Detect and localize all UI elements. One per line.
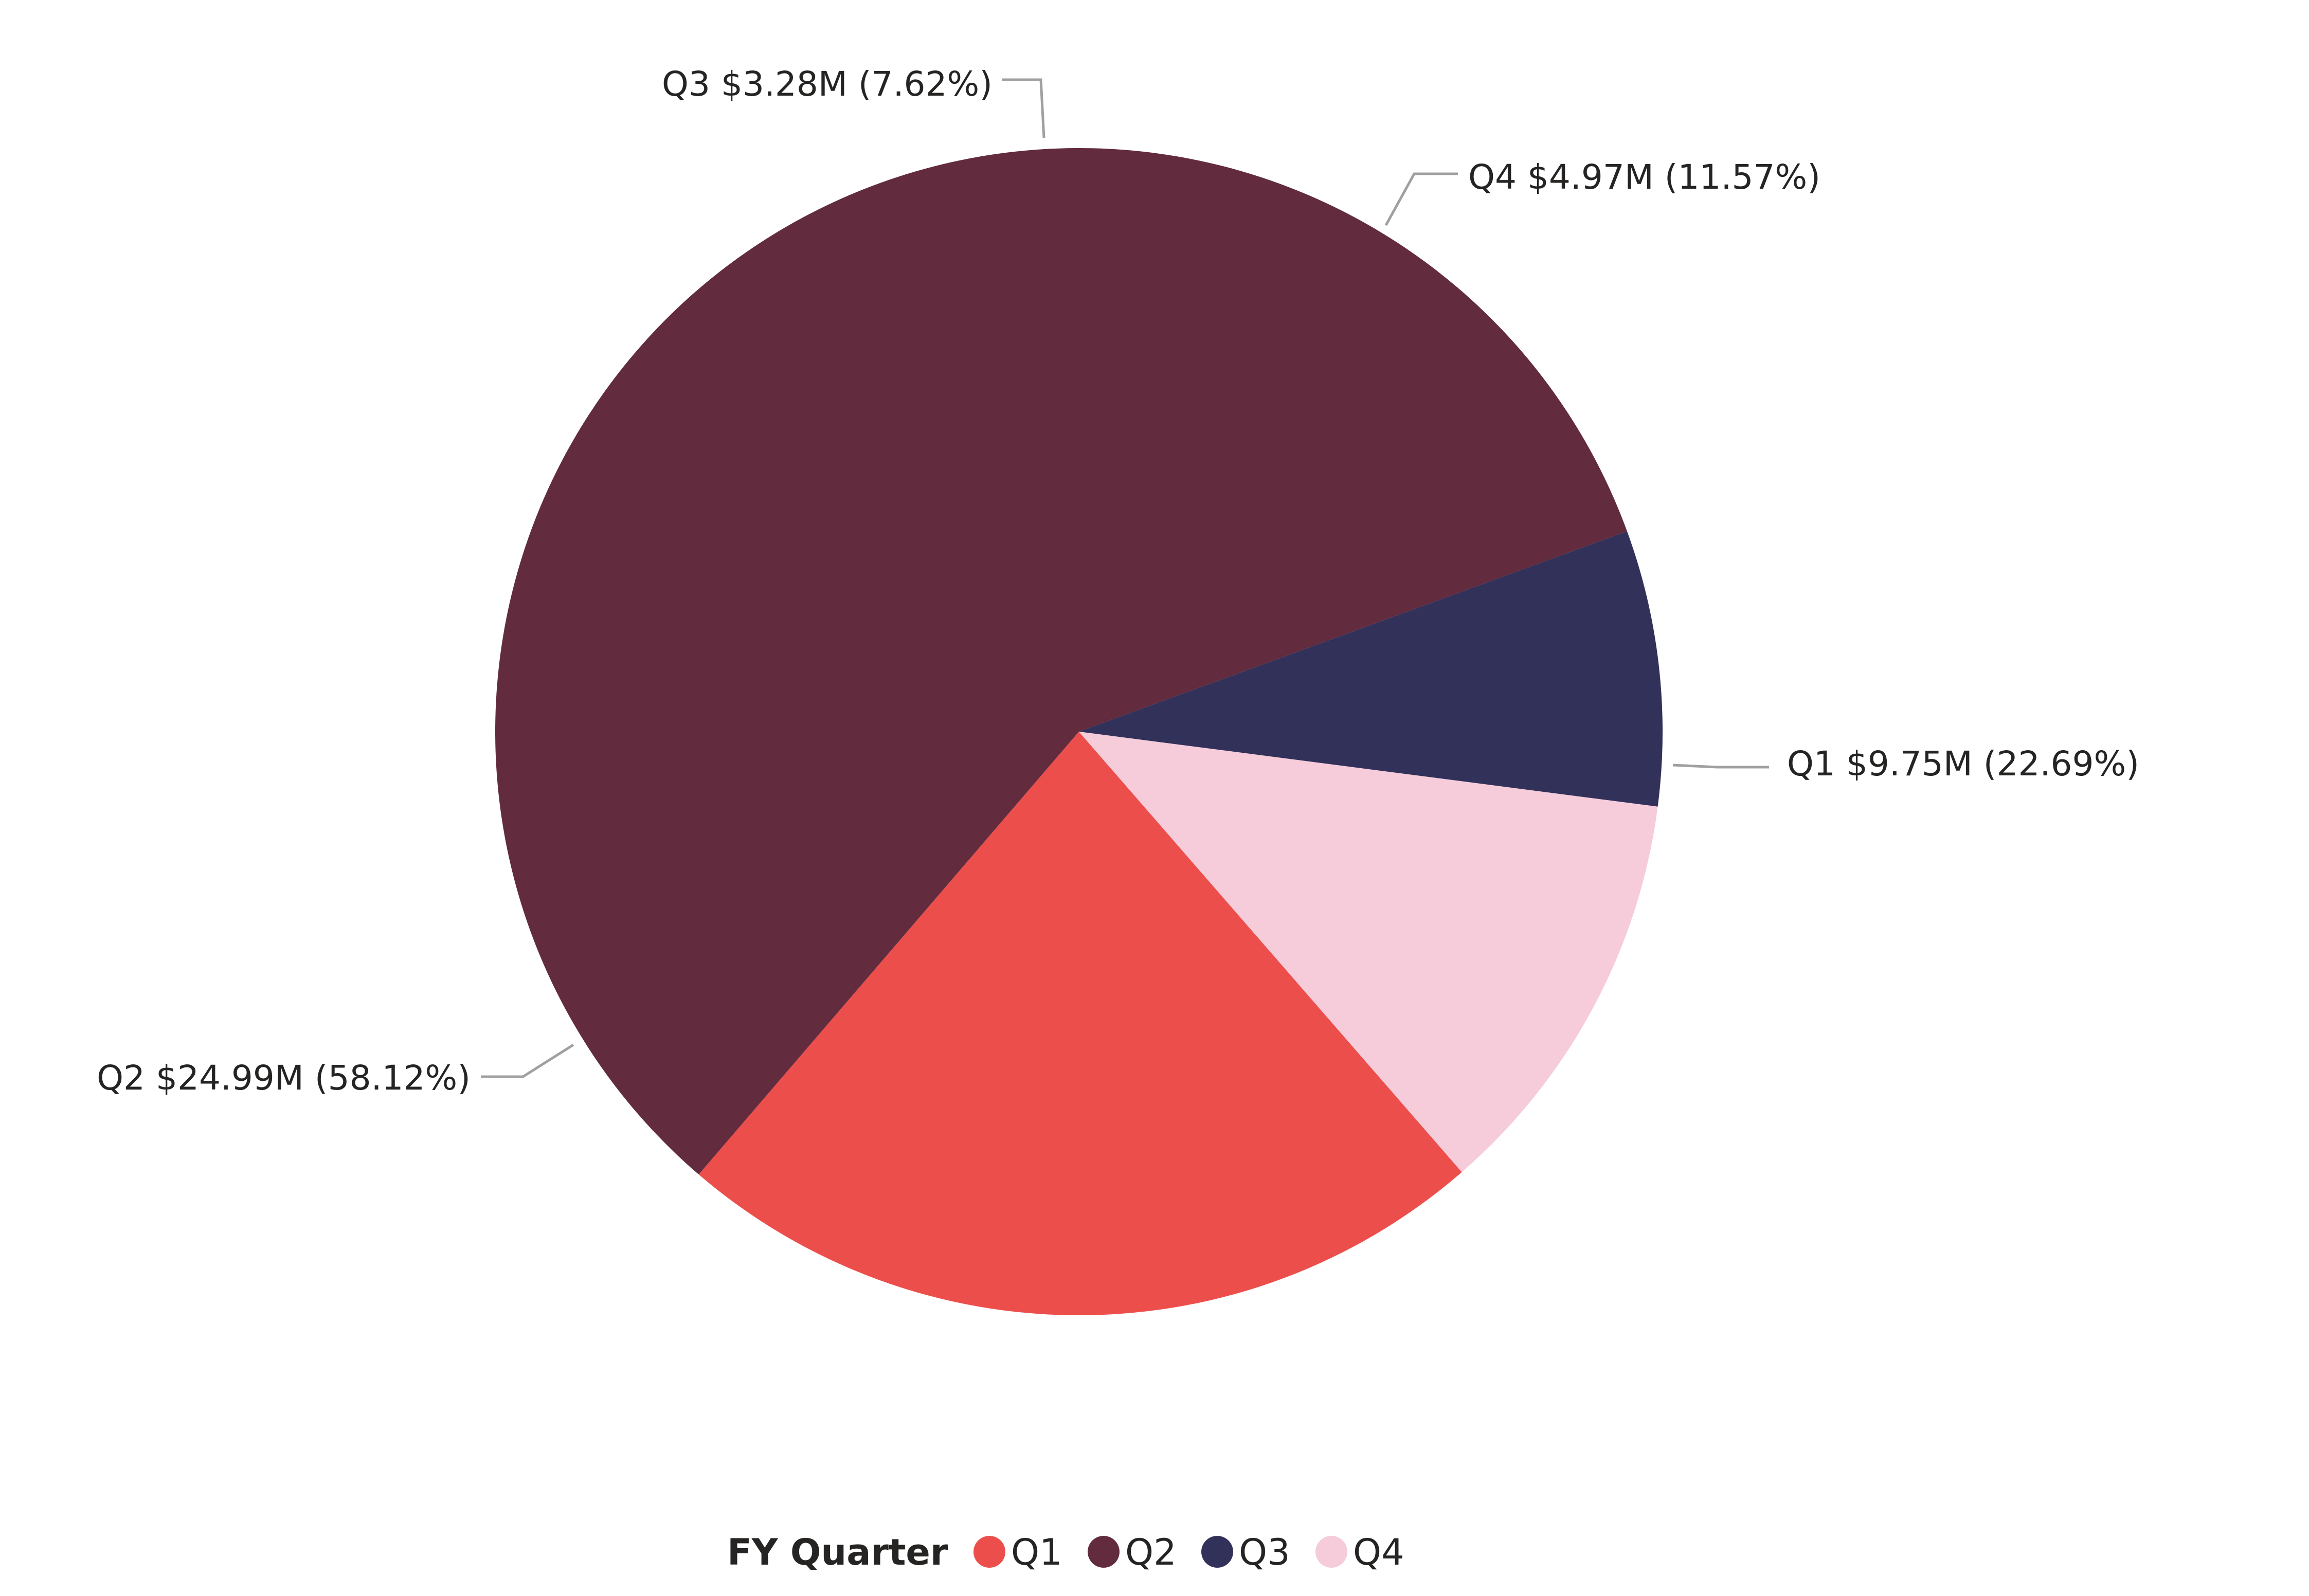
leader-lines — [481, 78, 1769, 1078]
leader-line-q4 — [1384, 172, 1458, 226]
leader-line-q2 — [481, 1043, 574, 1078]
pie-slices — [495, 148, 1663, 1316]
legend-marker-q3[interactable] — [1201, 1536, 1233, 1568]
legend-marker-q2[interactable] — [1088, 1536, 1120, 1568]
legend-title: FY Quarter — [727, 1531, 948, 1573]
pie-slice-q4[interactable] — [1079, 732, 1658, 1172]
leader-line-q1 — [1672, 764, 1769, 769]
pie-slice-q2[interactable] — [495, 148, 1627, 1175]
pie-slice-q1[interactable] — [698, 732, 1462, 1316]
leader-line-q3 — [1002, 78, 1045, 138]
legend-label-q2[interactable]: Q2 — [1125, 1531, 1177, 1573]
data-label-q3: Q3 $3.28M (7.62%) — [662, 64, 993, 104]
data-label-q1: Q1 $9.75M (22.69%) — [1787, 744, 2139, 784]
data-labels: Q1 $9.75M (22.69%) Q2 $24.99M (58.12%) Q… — [97, 64, 2139, 1098]
legend-label-q1[interactable]: Q1 — [1011, 1531, 1062, 1573]
pie-slice-q3[interactable] — [1079, 531, 1663, 807]
legend-label-q4[interactable]: Q4 — [1353, 1531, 1404, 1573]
legend-marker-q1[interactable] — [973, 1536, 1005, 1568]
data-label-q4: Q4 $4.97M (11.57%) — [1468, 157, 1820, 197]
legend-marker-q4[interactable] — [1315, 1536, 1347, 1568]
data-label-q2: Q2 $24.99M (58.12%) — [97, 1058, 471, 1098]
legend-label-q3[interactable]: Q3 — [1239, 1531, 1290, 1573]
legend: FY Quarter Q1 Q2 Q3 Q4 — [727, 1531, 1404, 1573]
